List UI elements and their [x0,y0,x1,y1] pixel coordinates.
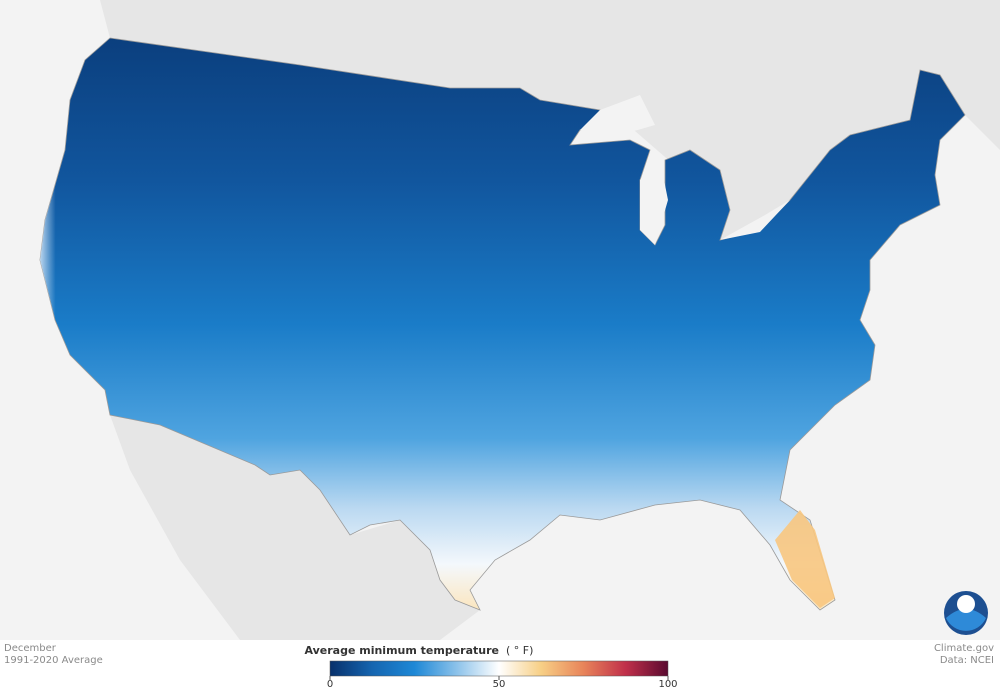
mexico [110,415,480,640]
legend-title: Average minimum temperature [304,644,499,657]
data-credit: Data: NCEI [940,655,994,666]
colorbar-tick-label: 0 [327,679,333,690]
month: December [4,643,57,654]
source: Climate.gov [934,643,994,654]
west-coast [40,38,170,425]
florida [775,510,835,608]
colorbar-tick-label: 50 [493,679,506,690]
period: 1991-2020 Average [4,655,103,666]
canada [0,0,1000,240]
colorbar-tick-label: 100 [658,679,677,690]
legend-unit: ( ° F) [506,644,533,657]
noaa-logo [944,591,988,635]
colorbar [329,660,669,677]
great-lakes [580,95,790,245]
